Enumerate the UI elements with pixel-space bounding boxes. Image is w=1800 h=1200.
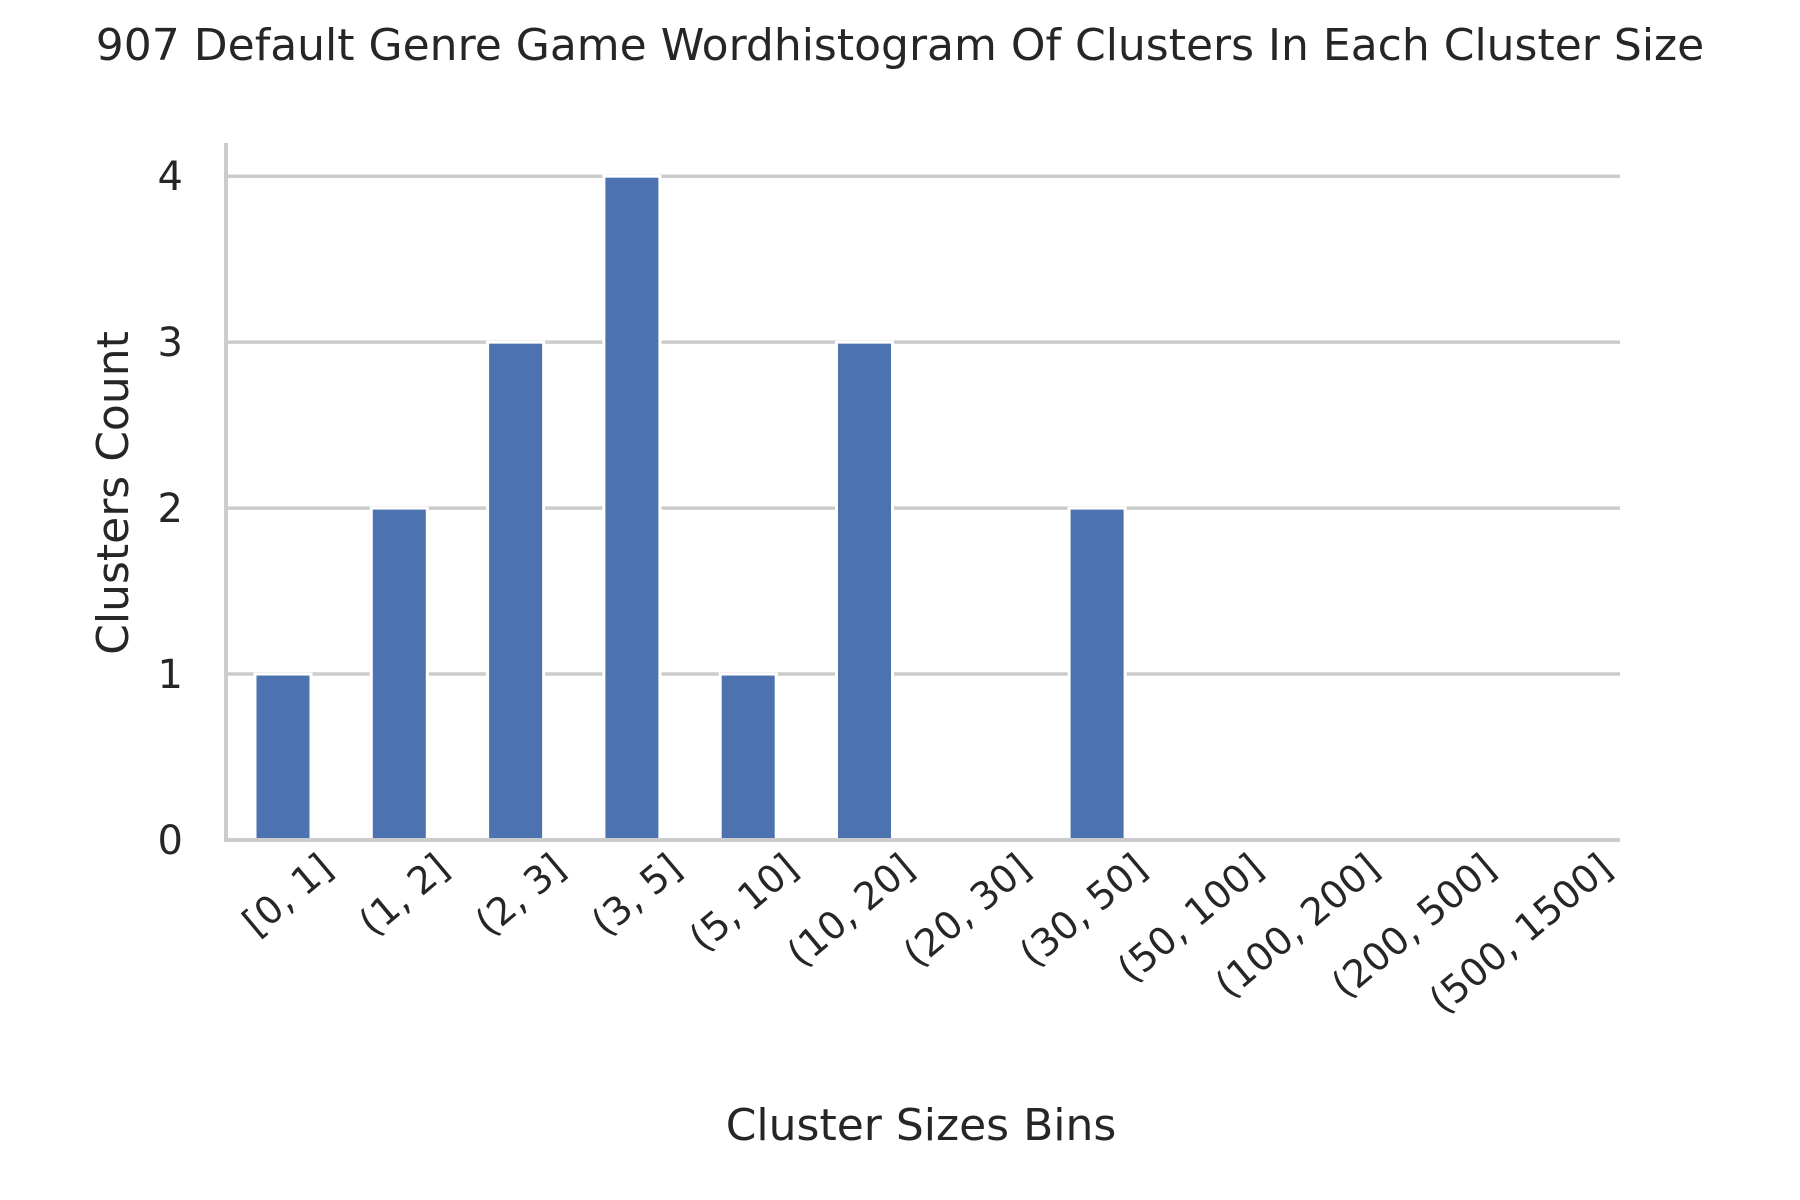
bar xyxy=(486,340,546,842)
bar xyxy=(369,506,429,842)
bar xyxy=(253,672,313,842)
x-axis-label: Cluster Sizes Bins xyxy=(726,1100,1117,1151)
x-tick-label: (3, 5] xyxy=(583,845,690,944)
x-tick-labels: [0, 1] (1, 2] (2, 3] (3, 5](5, 10](10, 20](… xyxy=(234,845,1620,1022)
chart-title: 907 Default Genre Game Wordhistogram Of … xyxy=(96,20,1704,71)
y-tick-label: 0 xyxy=(158,818,183,864)
y-axis-label: Clusters Count xyxy=(88,331,139,655)
x-tick-label: (10, 20] xyxy=(779,845,923,975)
x-tick-label: (1, 2] xyxy=(351,845,458,944)
y-tick-label: 3 xyxy=(158,320,183,366)
y-tick-label: 2 xyxy=(158,486,183,532)
gridlines xyxy=(226,174,1620,676)
y-tick-label: 1 xyxy=(158,652,183,698)
axes xyxy=(224,143,1620,842)
x-tick-label: (20, 30] xyxy=(895,845,1039,975)
bar xyxy=(835,340,894,842)
x-tick-label: (2, 3] xyxy=(467,845,574,944)
bar xyxy=(1067,506,1127,842)
bar xyxy=(602,174,662,842)
y-tick-labels: 0 1 2 3 4 xyxy=(158,154,183,864)
y-tick-label: 4 xyxy=(158,154,183,200)
bar xyxy=(718,672,778,842)
x-tick-label: [0, 1] xyxy=(234,845,341,944)
